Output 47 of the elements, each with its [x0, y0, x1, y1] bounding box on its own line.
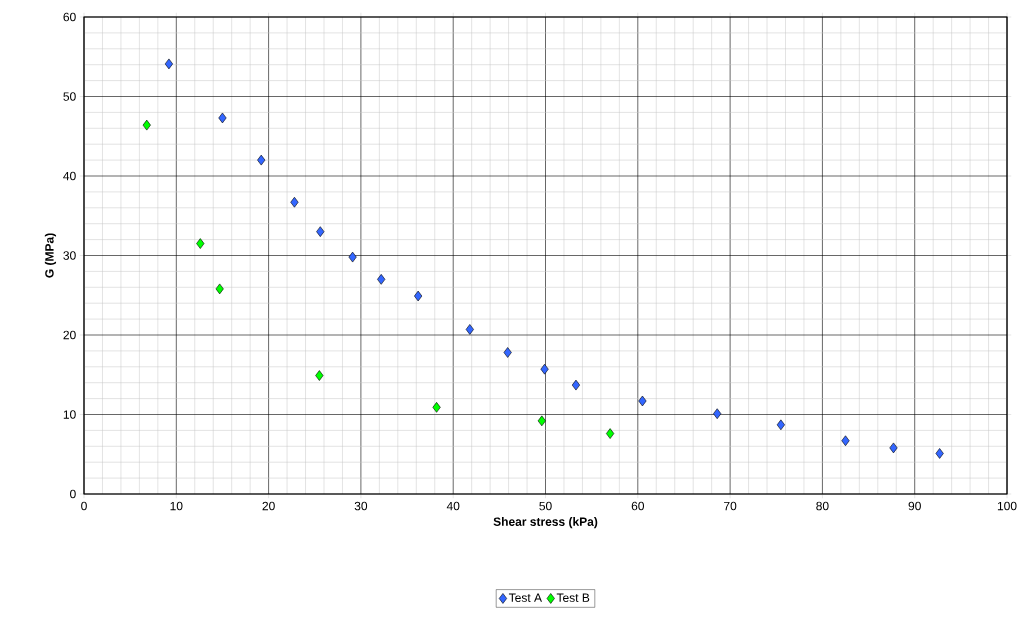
point	[776, 419, 785, 431]
x-tick-label: 100	[997, 501, 1017, 511]
point	[215, 283, 224, 295]
x-tick-label: 60	[631, 501, 645, 511]
point	[540, 363, 549, 375]
point	[164, 58, 173, 70]
x-tick-label: 80	[816, 501, 829, 511]
x-axis-title: Shear stress (kPa)	[493, 517, 598, 529]
point	[142, 119, 151, 131]
x-tick-label: 30	[354, 501, 368, 511]
point	[841, 435, 850, 447]
point	[713, 408, 722, 419]
y-tick-label: 10	[63, 410, 76, 419]
y-tick-label: 0	[70, 489, 76, 499]
point	[348, 251, 357, 263]
x-tick-label: 20	[262, 501, 275, 511]
point	[316, 226, 325, 237]
point	[606, 428, 615, 439]
point	[414, 290, 423, 302]
point	[257, 154, 266, 166]
y-tick-label: 50	[63, 92, 76, 101]
point	[537, 415, 546, 427]
x-tick-label: 90	[908, 501, 921, 511]
x-tick-label: 50	[539, 501, 552, 511]
point	[432, 402, 441, 413]
point	[196, 238, 205, 249]
legend-label: Test A	[508, 593, 542, 602]
x-tick-label: 40	[446, 501, 460, 511]
legend-label: Test B	[556, 593, 590, 602]
point	[218, 112, 227, 124]
y-tick-label: 30	[63, 251, 76, 260]
point	[315, 370, 324, 381]
point	[503, 347, 512, 358]
point	[571, 379, 581, 391]
x-tick-label: 10	[170, 501, 183, 511]
point	[465, 324, 474, 335]
y-tick-label: 60	[63, 12, 76, 22]
point	[889, 442, 898, 454]
point	[935, 448, 944, 459]
x-tick-label: 70	[724, 501, 737, 511]
point	[638, 395, 647, 407]
y-tick-label: 20	[63, 330, 76, 340]
point	[377, 274, 386, 285]
point	[290, 196, 299, 208]
y-tick-label: 40	[63, 171, 76, 181]
y-axis-title: G (MPa)	[44, 233, 57, 278]
x-tick-label: 0	[81, 501, 87, 511]
